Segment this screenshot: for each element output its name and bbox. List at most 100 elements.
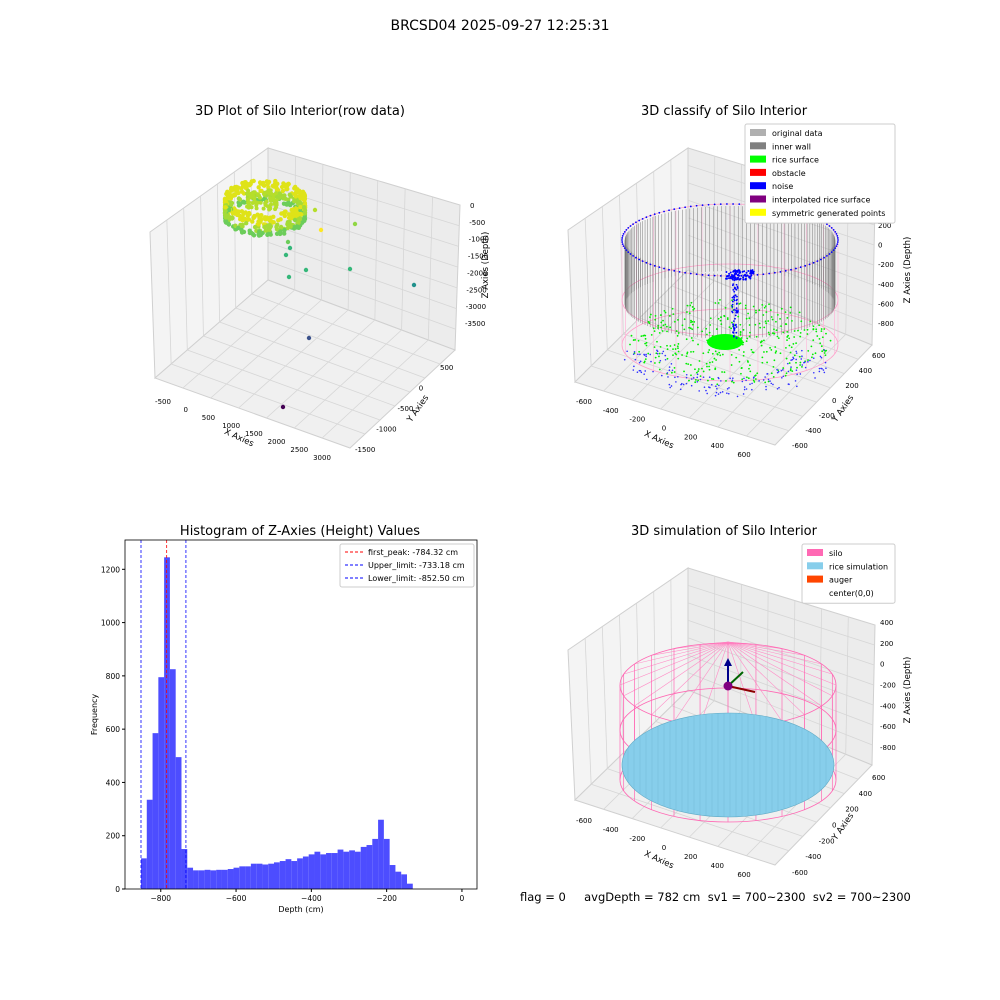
p2-noise-point bbox=[795, 369, 798, 371]
p2-rice-point bbox=[772, 376, 775, 378]
p2-noise-point bbox=[830, 227, 833, 229]
p2-rice-point bbox=[699, 375, 702, 377]
p2-rice-point bbox=[649, 316, 651, 319]
p2-gridline bbox=[601, 206, 608, 351]
p2-noise-point bbox=[776, 368, 778, 371]
p2-rice-point bbox=[701, 367, 703, 370]
p2-noise-point bbox=[765, 385, 767, 388]
p2-noise-point bbox=[837, 239, 839, 241]
p2-noise-point bbox=[653, 213, 656, 216]
p2-noise-point bbox=[782, 375, 785, 378]
p4-x-tick-label: 0 bbox=[662, 844, 666, 852]
p2-noise-point bbox=[801, 364, 804, 366]
p2-noise-point bbox=[743, 377, 745, 380]
p2-rice-point bbox=[760, 344, 763, 347]
p2-noise-point bbox=[638, 219, 641, 222]
p1-point bbox=[352, 221, 358, 227]
p3-bar bbox=[198, 870, 205, 889]
p2-noise-point bbox=[799, 373, 802, 375]
p2-rice-point bbox=[731, 299, 734, 302]
p2-rice-point bbox=[782, 331, 785, 334]
p4-rice-surface bbox=[621, 712, 835, 818]
p2-noise-point bbox=[726, 203, 728, 205]
p2-noise-point bbox=[728, 277, 731, 280]
p2-rice-point bbox=[791, 319, 793, 322]
p2-rice-point bbox=[770, 349, 773, 351]
p2-legend-swatch bbox=[750, 208, 766, 216]
p2-rice-point bbox=[819, 342, 822, 345]
p2-y-tick-label: -200 bbox=[819, 412, 835, 420]
p2-noise-point bbox=[725, 270, 728, 273]
p2-rice-point bbox=[754, 374, 756, 377]
p2-rice-point bbox=[716, 383, 719, 386]
p4-legend-swatch bbox=[807, 562, 823, 570]
p2-rice-point bbox=[677, 332, 680, 334]
p2-noise-point bbox=[742, 278, 745, 281]
p1-point bbox=[273, 178, 278, 184]
p2-rice-point bbox=[659, 314, 662, 316]
p2-rice-point bbox=[653, 330, 656, 333]
p1-point bbox=[229, 202, 234, 207]
p2-rice-point bbox=[812, 325, 815, 328]
p2-noise-point bbox=[668, 366, 671, 368]
p2-rice-point bbox=[654, 318, 657, 321]
p2-rice-point bbox=[739, 302, 742, 305]
p2-noise-point bbox=[795, 350, 797, 353]
p1-gridline bbox=[166, 219, 172, 365]
p2-noise-point bbox=[718, 384, 720, 387]
p2-rice-point bbox=[825, 332, 827, 335]
p2-noise-point bbox=[717, 376, 720, 379]
p2-rice-point bbox=[759, 341, 762, 344]
p2-rice-point bbox=[664, 311, 667, 314]
p2-noise-point bbox=[828, 225, 831, 227]
p2-rice-point bbox=[739, 323, 742, 326]
p1-point bbox=[265, 204, 270, 209]
p2-y-tick-label: 600 bbox=[872, 352, 885, 360]
p2-x-tick-label: 600 bbox=[737, 451, 750, 459]
p1-z-tick-label: -2500 bbox=[466, 286, 486, 294]
p1-gridline bbox=[200, 195, 204, 337]
p2-legend-swatch bbox=[750, 168, 766, 176]
p2-rice-point bbox=[823, 328, 826, 330]
p2-rice-point bbox=[673, 366, 676, 369]
p2-rice-point bbox=[770, 316, 773, 318]
p2-rice-point bbox=[643, 360, 646, 363]
p2-rice-point bbox=[788, 362, 791, 364]
p2-rice-point bbox=[637, 339, 640, 342]
p2-noise-point bbox=[673, 208, 676, 211]
p2-rice-point bbox=[768, 303, 770, 306]
p1-gridline bbox=[238, 309, 349, 409]
p1-point bbox=[223, 212, 228, 218]
p2-gridline bbox=[623, 333, 817, 403]
p2-noise-point bbox=[702, 376, 705, 378]
p2-rice-point bbox=[748, 324, 751, 326]
p2-legend-swatch bbox=[750, 195, 766, 203]
p2-noise-point bbox=[795, 267, 797, 270]
p2-rice-point bbox=[694, 378, 697, 381]
p2-noise-point bbox=[690, 378, 693, 380]
p1-z-tick-label: -1000 bbox=[469, 236, 489, 244]
p2-rice-point bbox=[807, 349, 810, 352]
p2-noise-point bbox=[733, 308, 736, 311]
p2-noise-point bbox=[671, 369, 674, 372]
p2-noise-point bbox=[819, 258, 822, 261]
p2-rice-point bbox=[763, 306, 766, 309]
p2-rice-point bbox=[693, 307, 696, 310]
p2-x-axis-label: X Axies bbox=[643, 429, 676, 452]
p2-gridline bbox=[746, 334, 847, 437]
p4-silo-roof-line bbox=[673, 641, 729, 722]
p3-bar bbox=[302, 856, 309, 889]
p1-floor-pane bbox=[154, 279, 456, 449]
p2-rice-point bbox=[674, 348, 677, 350]
p2-noise-point bbox=[825, 367, 827, 370]
p2-rice-point bbox=[764, 381, 767, 384]
p3-bar bbox=[250, 863, 257, 889]
p2-noise-point bbox=[633, 351, 636, 353]
p2-rice-point bbox=[790, 346, 793, 349]
p3-bar bbox=[407, 883, 413, 889]
p1-point bbox=[256, 185, 261, 190]
p2-noise-point bbox=[820, 356, 823, 359]
p2-noise-point bbox=[742, 393, 745, 395]
p1-point bbox=[239, 186, 244, 191]
p2-noise-point bbox=[784, 269, 787, 272]
